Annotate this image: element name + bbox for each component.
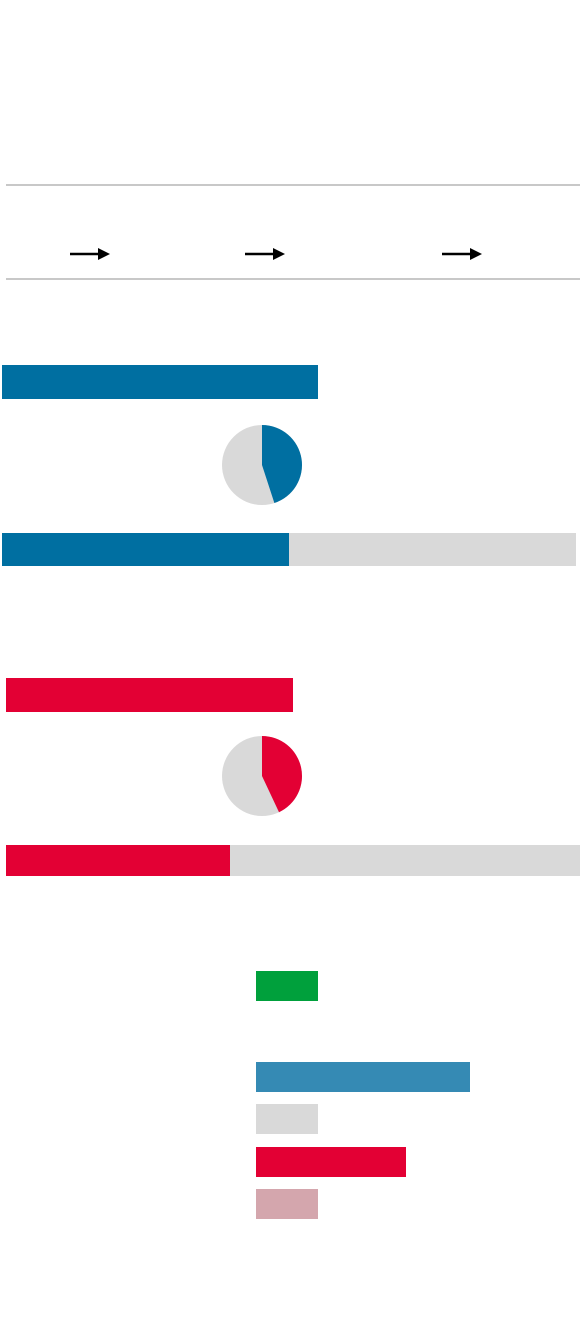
pie-slice-value (262, 425, 302, 504)
right-arrow-icon[interactable] (442, 248, 482, 260)
right-arrow-icon[interactable] (70, 248, 110, 260)
legend-swatch-pink (256, 1189, 319, 1219)
blue-pie-chart (222, 425, 302, 505)
legend-swatch-red (256, 1147, 406, 1177)
right-arrow-icon[interactable] (245, 248, 285, 260)
legend-swatch-grey (256, 1104, 319, 1134)
pie-slice-value (262, 736, 302, 813)
red-top-bar (6, 678, 293, 712)
blue-top-bar (2, 365, 318, 399)
bottom-divider (6, 278, 580, 280)
blue-progress-fill (2, 533, 289, 566)
top-divider (6, 184, 580, 186)
legend-swatch-green (256, 971, 319, 1001)
red-pie-chart (222, 736, 302, 816)
red-progress-fill (6, 845, 230, 876)
legend-swatch-light-blue (256, 1062, 470, 1092)
